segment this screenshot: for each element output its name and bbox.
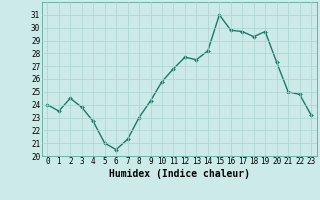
X-axis label: Humidex (Indice chaleur): Humidex (Indice chaleur) (109, 169, 250, 179)
